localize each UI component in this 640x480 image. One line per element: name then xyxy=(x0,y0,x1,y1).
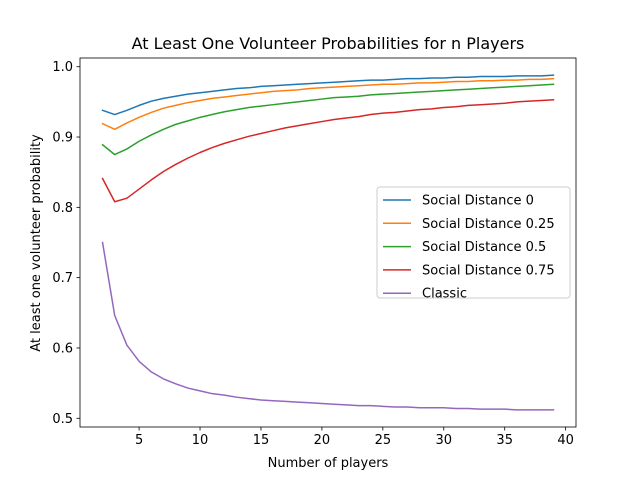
chart-title: At Least One Volunteer Probabilities for… xyxy=(132,34,525,53)
series-line-2 xyxy=(101,83,555,156)
y-tick-label-2: 0.7 xyxy=(52,271,73,286)
series-line-4 xyxy=(101,241,555,411)
y-tick-label-4: 0.9 xyxy=(52,131,73,146)
x-tick-label-4: 25 xyxy=(375,433,392,448)
legend-label-3: Social Distance 0.75 xyxy=(422,263,555,278)
x-tick-label-7: 40 xyxy=(557,433,574,448)
y-tick-label-3: 0.8 xyxy=(52,201,73,216)
series-line-0 xyxy=(101,74,555,116)
legend-label-1: Social Distance 0.25 xyxy=(422,217,555,232)
y-tick-label-0: 0.5 xyxy=(52,412,73,427)
x-tick-label-5: 30 xyxy=(436,433,453,448)
x-tick-label-0: 5 xyxy=(135,433,143,448)
legend-box xyxy=(376,186,571,299)
y-tick-label-5: 1.0 xyxy=(52,60,73,75)
y-axis-label: At least one volunteer probability xyxy=(29,134,44,352)
series-line-3 xyxy=(101,98,555,203)
series-line-1 xyxy=(101,77,555,131)
x-tick-label-1: 10 xyxy=(192,433,209,448)
legend-label-0: Social Distance 0 xyxy=(422,194,534,209)
x-axis-label: Number of players xyxy=(268,456,389,471)
x-tick-label-3: 20 xyxy=(314,433,331,448)
y-tick-label-1: 0.6 xyxy=(52,341,73,356)
axes-frame xyxy=(79,57,577,428)
x-tick-label-2: 15 xyxy=(253,433,270,448)
x-tick-label-6: 35 xyxy=(496,433,513,448)
legend-label-4: Classic xyxy=(422,287,467,302)
legend-label-2: Social Distance 0.5 xyxy=(422,240,546,255)
plot-layer: 5 10 15 20 25 30 35 40 0.5 0.6 0.7 0.8 0.9 1.0 Social … xyxy=(52,57,577,448)
legend: Social Distance 0 Social Distance 0.25 Soc… xyxy=(376,186,571,302)
